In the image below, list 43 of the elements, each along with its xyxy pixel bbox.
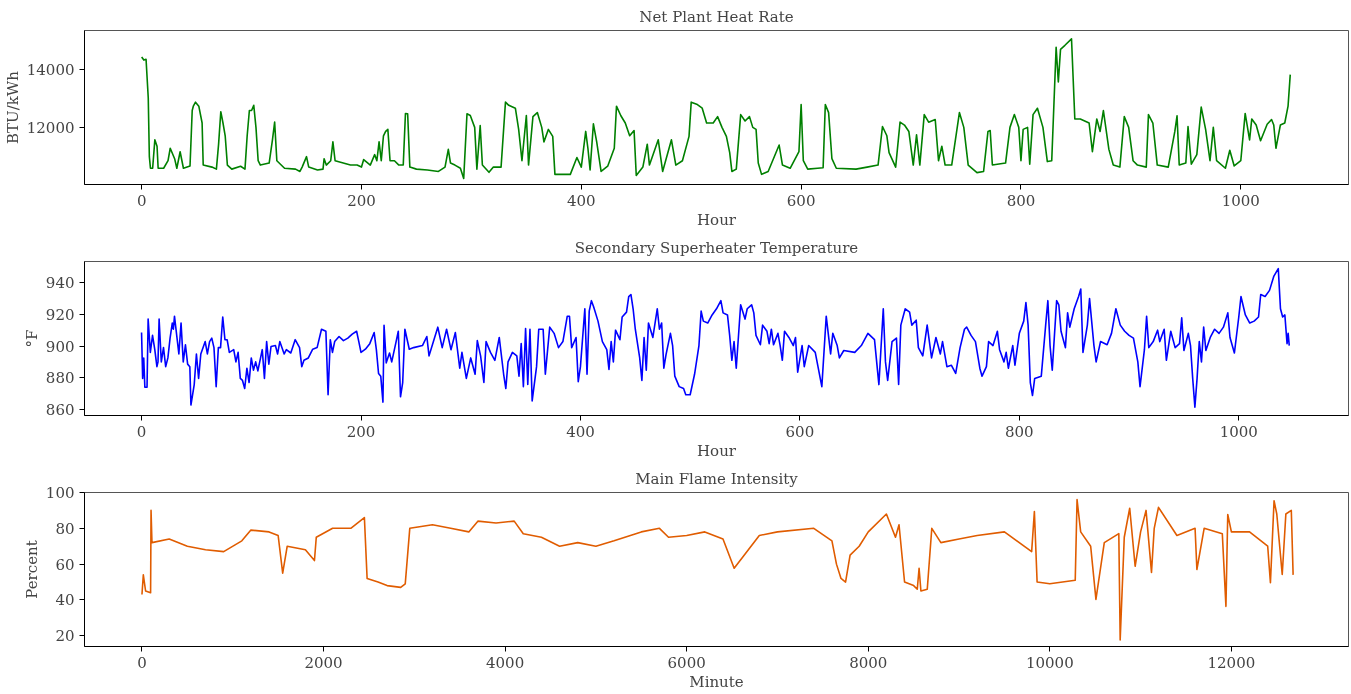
chart-title: Secondary Superheater Temperature [574,238,859,257]
y-axis-title: BTU/kWh [3,70,22,144]
y-tick-label: 20 [55,627,75,646]
x-tick-label: 200 [347,191,376,210]
y-tick-label: 920 [45,305,75,324]
y-tick-label: 100 [45,484,75,502]
y-axis-title: Percent [22,540,41,599]
y-tick-label: 940 [45,274,75,293]
chart-title: Net Plant Heat Rate [639,7,794,26]
x-tick-label: 12000 [1207,653,1256,672]
y-tick-label: 60 [55,555,75,574]
x-tick-label: 400 [566,191,596,210]
x-tick-label: 800 [1006,191,1036,210]
x-tick-label: 400 [566,422,595,441]
y-tick-label: 860 [45,400,75,419]
x-axis-title: Hour [697,210,737,229]
y-tick-label: 12000 [26,119,75,138]
chart-title: Main Flame Intensity [635,469,799,488]
x-tick-label: 800 [1005,422,1034,441]
x-tick-label: 10000 [1025,653,1074,672]
x-tick-label: 200 [346,422,376,441]
x-tick-label: 600 [786,191,816,210]
y-tick-label: 80 [55,519,75,538]
x-axis-title: Minute [689,672,744,691]
x-tick-label: 1000 [1219,422,1258,441]
x-tick-label: 0 [136,422,147,441]
x-tick-label: 4000 [486,653,525,672]
line-series [141,498,1294,641]
x-tick-label: 0 [137,653,147,672]
x-tick-label: 0 [136,191,147,210]
x-tick-label: 1000 [1221,191,1260,210]
x-tick-label: 600 [785,422,815,441]
y-tick-label: 880 [45,369,75,388]
y-tick-label: 40 [55,591,75,610]
line-series [140,267,1291,408]
x-tick-label: 6000 [667,653,706,672]
y-tick-label: 14000 [26,61,75,80]
x-axis-title: Hour [697,441,737,460]
line-series [140,38,1292,180]
y-axis-title: °F [22,329,41,348]
x-tick-label: 2000 [304,653,343,672]
y-tick-label: 900 [45,337,75,356]
x-tick-label: 8000 [849,653,888,672]
